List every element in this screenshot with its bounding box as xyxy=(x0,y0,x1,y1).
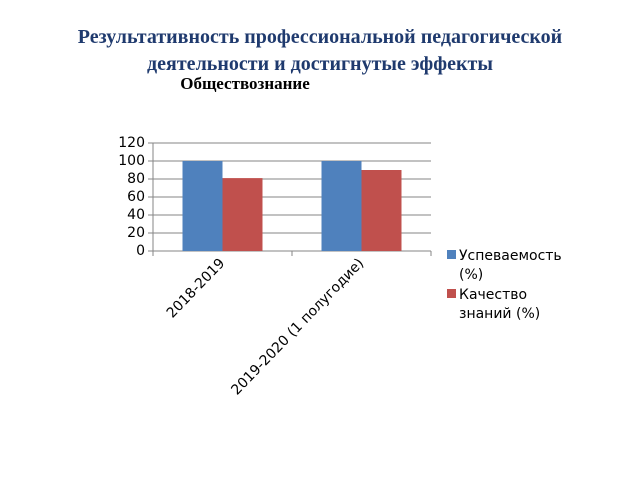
x-tick-label: 2018-2019 xyxy=(164,255,229,321)
legend-label: Качество знаний (%) xyxy=(459,287,541,322)
bar xyxy=(361,170,402,251)
legend-swatch xyxy=(447,289,456,298)
y-tick-label: 80 xyxy=(127,171,145,187)
y-tick-label: 120 xyxy=(118,135,145,151)
bar xyxy=(321,161,362,251)
y-tick-label: 0 xyxy=(136,243,145,259)
legend-label: Успеваемость (%) xyxy=(459,248,562,283)
y-tick-label: 60 xyxy=(127,189,145,205)
bar xyxy=(222,178,263,251)
x-tick-label: 2019-2020 (1 полугодие) xyxy=(228,255,367,398)
bar xyxy=(182,161,223,251)
chart-subtitle: Обществознание xyxy=(180,74,310,93)
y-tick-label: 40 xyxy=(127,207,145,223)
y-tick-label: 100 xyxy=(118,153,145,169)
y-tick-label: 20 xyxy=(127,225,145,241)
chart-title: Результативность профессиональной педаго… xyxy=(77,26,563,75)
legend-swatch xyxy=(447,250,456,259)
